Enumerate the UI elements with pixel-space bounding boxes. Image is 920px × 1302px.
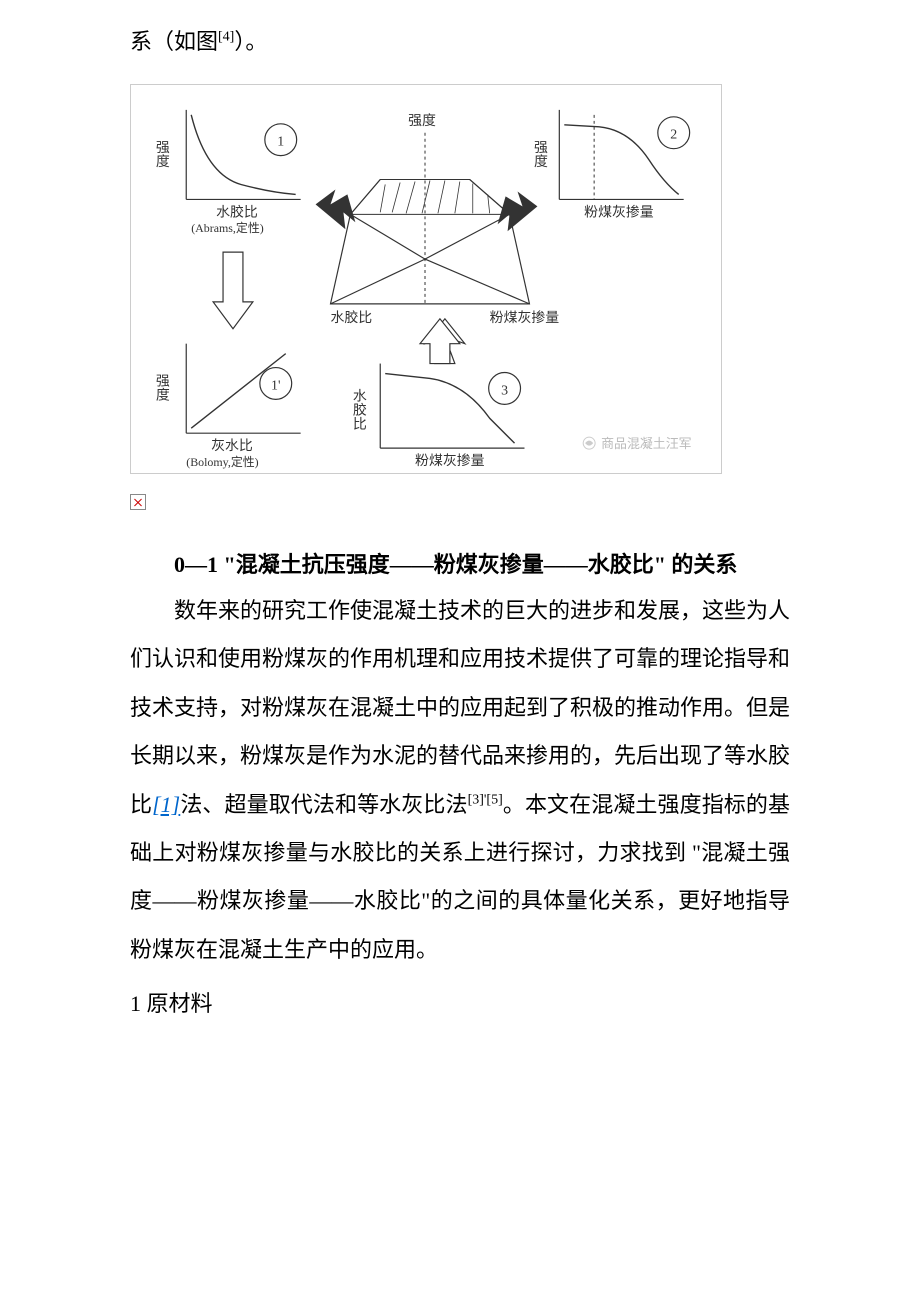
top-line-citation: [4] (218, 30, 234, 45)
panel-1p-label: 1' (271, 378, 280, 393)
watermark: 商品混凝土汪军 (583, 436, 691, 451)
panel-1p-xlab: 灰水比 (211, 438, 253, 454)
top-line: 系（如图[4]）。 (130, 20, 790, 64)
center-left-label: 水胶比 (330, 309, 372, 326)
panel-1-xlab: 水胶比 (216, 203, 258, 220)
panel-3-xlab: 粉煤灰掺量 (415, 452, 485, 469)
para-cite2: [3]'[5] (468, 792, 503, 807)
para-t1: 数年来的研究工作使混凝土技术的巨大的进步和发展，这些为人们认识和使用粉煤灰的作用… (130, 598, 790, 817)
panel-center: 强度 (330, 113, 559, 326)
center-top-label: 强度 (408, 113, 436, 129)
panel-3: 3 水胶比 粉煤灰掺量 (351, 364, 525, 469)
panel-3-label: 3 (501, 383, 508, 398)
heading-text: 0—1 "混凝土抗压强度——粉煤灰掺量——水胶比" 的关系 (174, 552, 737, 577)
panel-2-label: 2 (670, 128, 677, 143)
panel-1-ylab2: 强度 (154, 140, 170, 168)
panel-1p-ylab: 强度 (154, 374, 170, 402)
top-line-prefix: 系（如图 (130, 29, 218, 54)
watermark-text: 商品混凝土汪军 (601, 436, 692, 451)
section-heading: 1 原材料 (130, 980, 790, 1028)
panel-2-xlab: 粉煤灰掺量 (584, 203, 654, 220)
panel-2: 2 强度 粉煤灰掺量 (532, 110, 690, 220)
panel-3-ylab: 水胶比 (351, 388, 367, 430)
page-root: 系（如图[4]）。 1 强度 水胶比 (Abrams,定性) (0, 0, 920, 1069)
panel-1-caption: (Abrams,定性) (191, 221, 264, 235)
para-t2: 法、超量取代法和等水灰比法 (180, 792, 467, 817)
citation-link-1[interactable]: [1] (152, 792, 180, 817)
figure-caption-heading: 0—1 "混凝土抗压强度——粉煤灰掺量——水胶比" 的关系 (130, 543, 790, 587)
body-paragraph: 数年来的研究工作使混凝土技术的巨大的进步和发展，这些为人们认识和使用粉煤灰的作用… (130, 587, 790, 974)
panel-1-label: 1 (277, 135, 284, 150)
para-t3: 。本文在混凝土强度指标的基础上对粉煤灰掺量与水胶比的关系上进行探讨，力求找到 "… (130, 792, 790, 962)
panel-2-ylab: 强度 (532, 140, 548, 168)
panel-1p-caption: (Bolomy,定性) (186, 455, 258, 469)
broken-image-icon (130, 494, 146, 510)
center-right-label: 粉煤灰掺量 (490, 309, 560, 326)
figure-svg: 1 强度 水胶比 (Abrams,定性) 2 强度 粉煤灰掺量 强度 (131, 85, 721, 473)
figure-diagram: 1 强度 水胶比 (Abrams,定性) 2 强度 粉煤灰掺量 强度 (130, 84, 722, 474)
panel-1: 1 强度 水胶比 (Abrams,定性) (154, 110, 301, 235)
top-line-suffix: ）。 (234, 29, 267, 54)
panel-1p: 1' 强度 灰水比 (Bolomy,定性) (154, 344, 301, 469)
arrows (213, 189, 537, 363)
